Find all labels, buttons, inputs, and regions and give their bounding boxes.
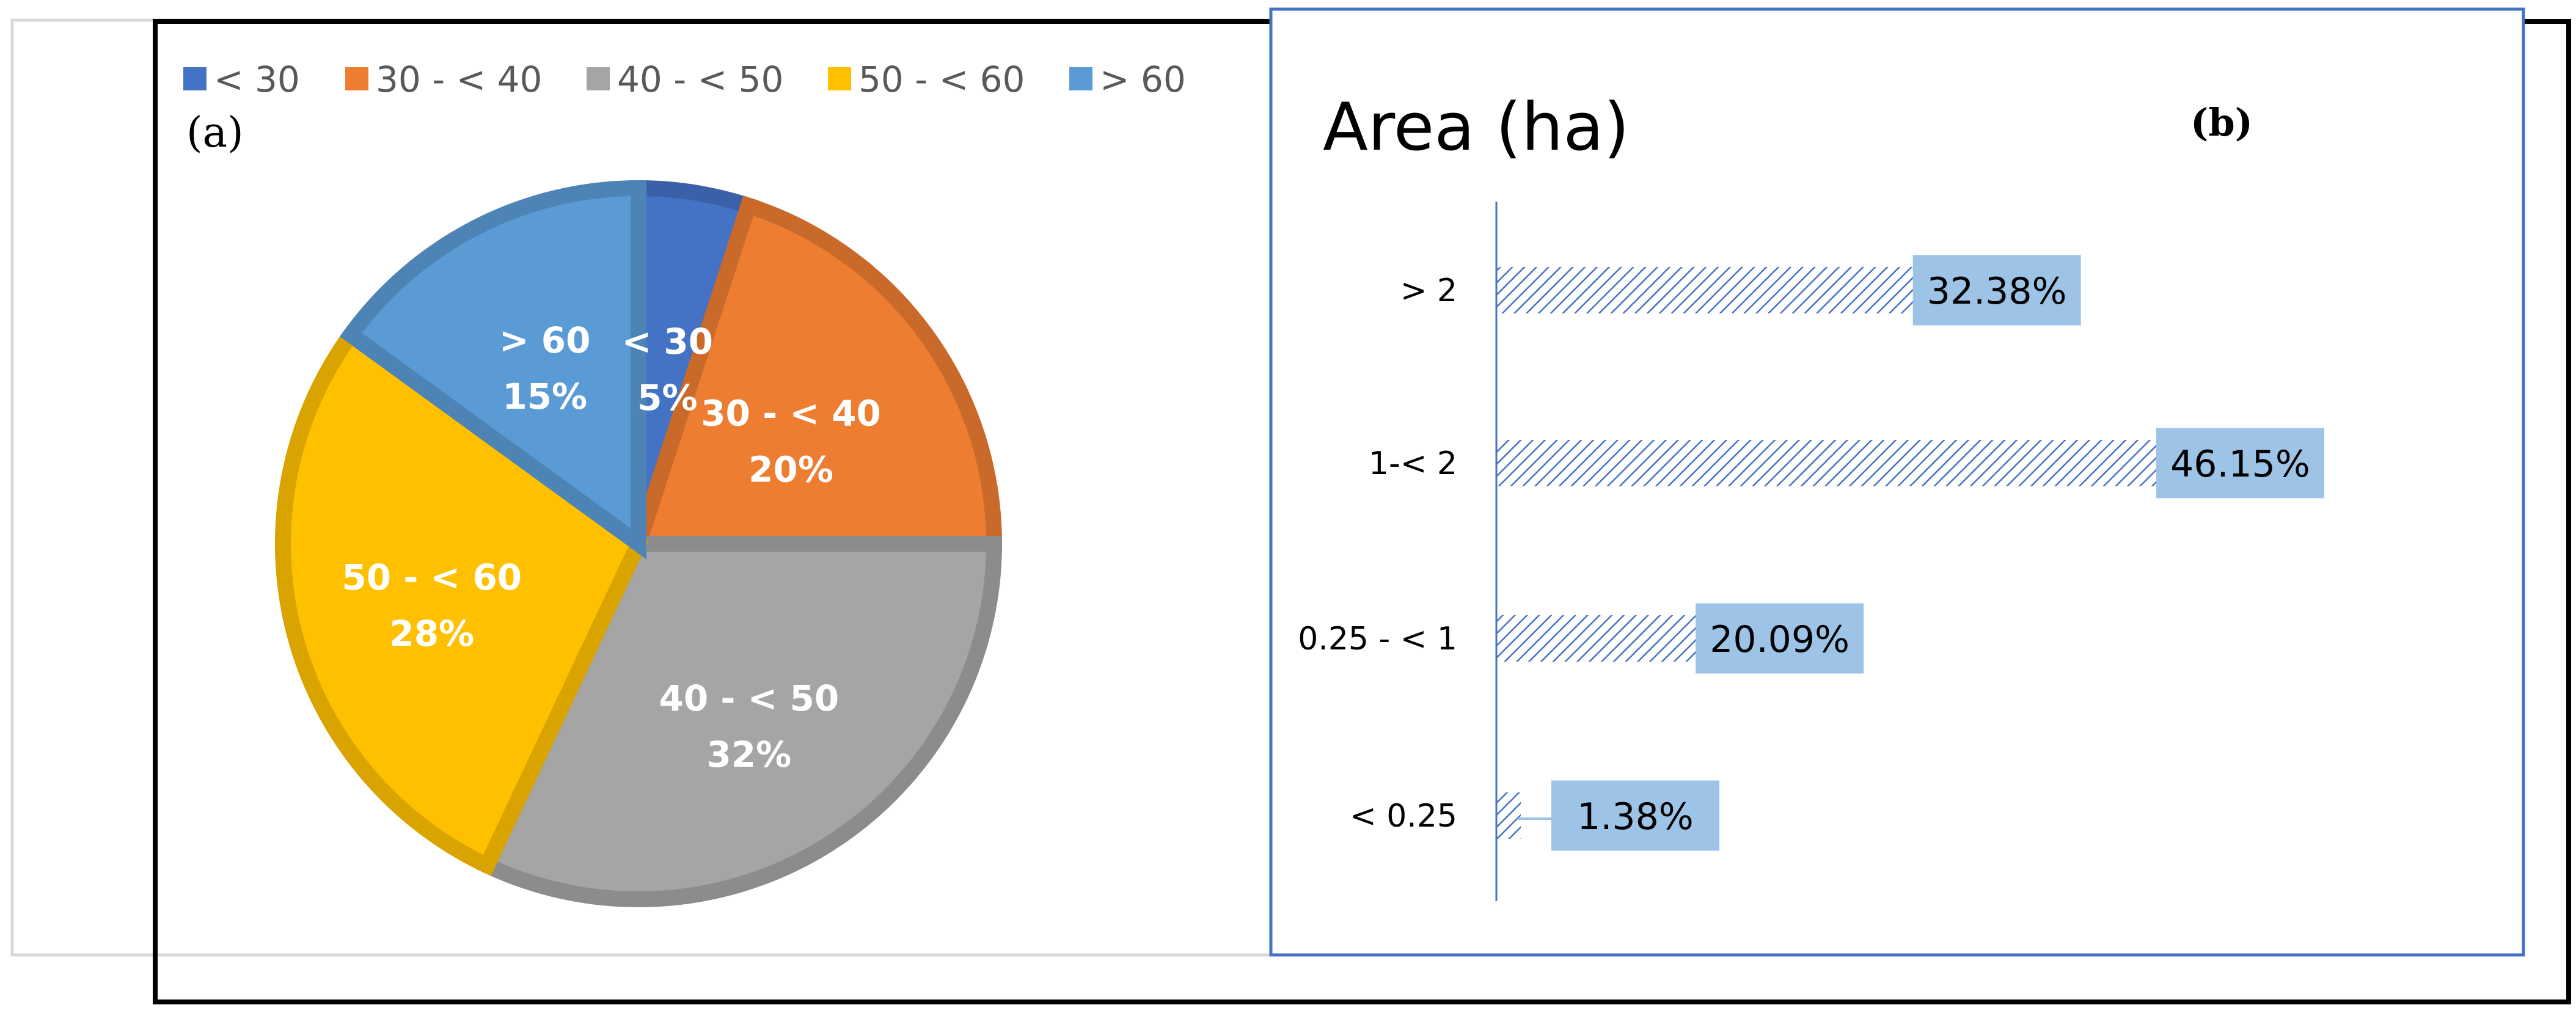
bar <box>1496 792 1521 839</box>
data-label-box <box>1696 603 1864 674</box>
pie-slice-labels: < 30 5% 30 - < 40 20% 40 - < 50 32% 50 - < 60 2… <box>342 320 880 775</box>
data-label-box <box>1551 780 1719 851</box>
pie-slices <box>275 180 1003 907</box>
slice-percent-label: 15% <box>502 376 587 417</box>
data-label-box <box>1912 255 2081 326</box>
legend-swatch <box>828 67 851 90</box>
slice-percent-label: 32% <box>706 734 791 775</box>
pie-slice <box>275 323 649 876</box>
bar-category-label: 0.25 - < 1 <box>1298 621 1457 657</box>
bar-category-label: 1-< 2 <box>1369 445 1457 482</box>
legend-swatch <box>587 67 610 90</box>
legend-swatch <box>345 67 368 90</box>
pie-slice <box>339 180 646 560</box>
data-label-box <box>2156 428 2324 499</box>
legend-entry: < 30 <box>214 59 300 100</box>
bar-category-label: < 0.25 <box>1350 798 1457 835</box>
slice-category-label: < 30 <box>622 321 714 362</box>
slice-percent-label: 5% <box>637 377 697 418</box>
panel-a-label: (a) <box>186 109 244 157</box>
bar-value-label: 1.38% <box>1577 795 1694 838</box>
legend-entry: > 60 <box>1100 59 1186 100</box>
slice-category-label: 40 - < 50 <box>659 678 840 719</box>
panel-b-bar-chart: Area (ha) (b) > 2 32.38% 1-< 2 46.15% 0.25 -… <box>1298 89 2324 901</box>
bar-value-label: 46.15% <box>2170 443 2310 486</box>
slice-percent-label: 28% <box>389 613 474 654</box>
bars: > 2 32.38% 1-< 2 46.15% 0.25 - < 1 20.09% < 0.… <box>1298 255 2324 851</box>
pie-slice <box>476 536 1003 907</box>
bar-value-label: 20.09% <box>1710 618 1850 661</box>
bar-value-label: 32.38% <box>1927 270 2067 313</box>
legend-entry: 30 - < 40 <box>376 59 542 100</box>
slice-category-label: > 60 <box>499 320 591 361</box>
slice-percent-label: 20% <box>748 449 833 491</box>
legend-swatch <box>1069 67 1092 90</box>
panel-b-label: (b) <box>2190 100 2253 145</box>
bar-chart-title: Area (ha) <box>1323 89 1630 166</box>
legend-swatch <box>183 67 207 90</box>
slice-category-label: 30 - < 40 <box>701 393 881 434</box>
slice-category-label: 50 - < 60 <box>342 557 522 598</box>
pie-slice <box>628 196 1003 552</box>
panel-a-pie-chart: < 30 30 - < 40 40 - < 50 50 - < 60 > 60 (a) … <box>183 59 1186 907</box>
legend-entry: 40 - < 50 <box>617 59 783 100</box>
pie-legend: < 30 30 - < 40 40 - < 50 50 - < 60 > 60 <box>183 59 1186 100</box>
bar-category-label: > 2 <box>1400 272 1457 309</box>
legend-entry: 50 - < 60 <box>858 59 1025 100</box>
